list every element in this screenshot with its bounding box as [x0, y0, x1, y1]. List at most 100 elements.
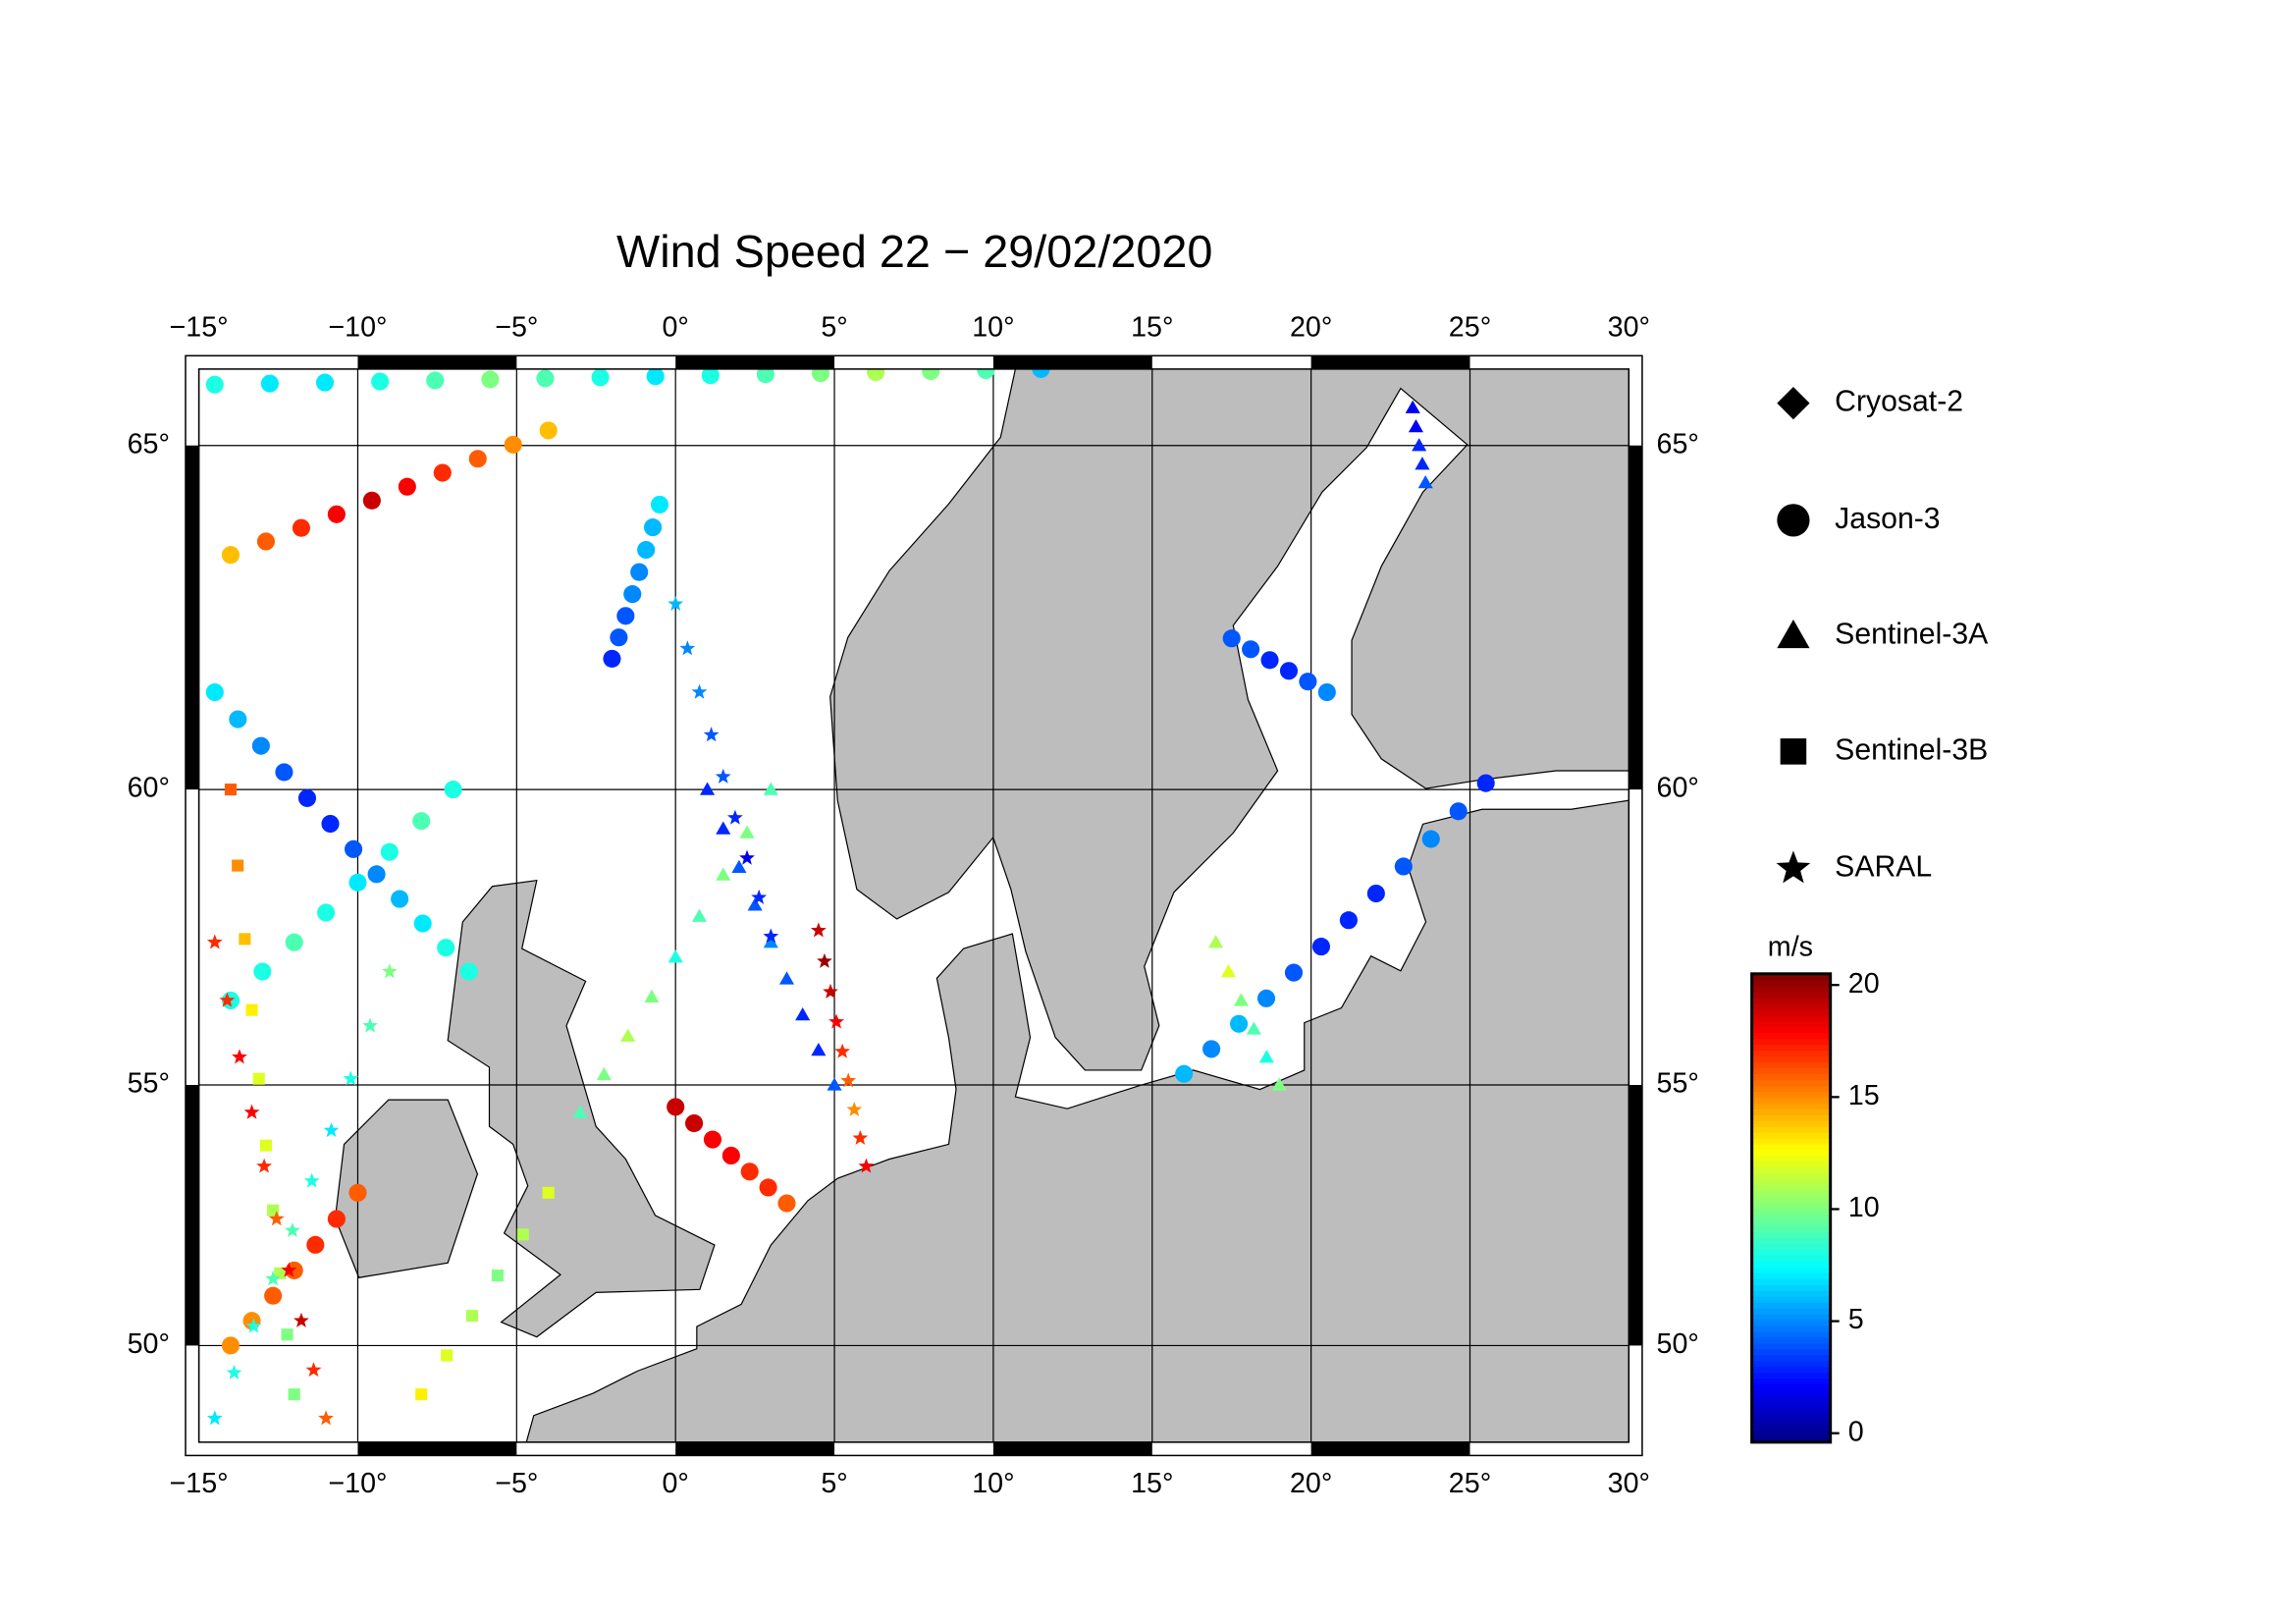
star-marker: [679, 640, 696, 656]
colorbar-slice: [1751, 1225, 1831, 1233]
jason-marker: [221, 1336, 240, 1355]
jason-marker: [777, 1194, 796, 1213]
square-marker: [245, 1003, 258, 1016]
triangle-marker: [1412, 438, 1427, 452]
star-marker: [810, 922, 827, 938]
square-marker: [239, 933, 251, 946]
frame-bar: [675, 355, 835, 369]
jason-marker: [1242, 640, 1260, 659]
colorbar-slice: [1751, 1401, 1831, 1408]
star-marker: [305, 1362, 322, 1378]
jason-marker: [536, 369, 555, 388]
lon-tick-label: 10°: [972, 312, 1014, 344]
jason-marker: [922, 368, 940, 381]
colorbar-slice: [1751, 1097, 1831, 1104]
legend-symbol: [1777, 620, 1810, 649]
jason-marker: [1284, 963, 1304, 982]
star-marker: [294, 1312, 309, 1327]
triangle-marker: [716, 867, 731, 881]
colorbar-slice: [1751, 1255, 1831, 1262]
colorbar-slice: [1751, 1336, 1831, 1344]
colorbar-slice: [1751, 1038, 1831, 1046]
lat-tick-label: 65°: [128, 428, 170, 460]
star-marker: [265, 1271, 282, 1286]
triangle-marker: [1233, 993, 1249, 1006]
jason-marker: [380, 842, 399, 861]
jason-marker: [667, 1098, 685, 1116]
lon-tick-label: −15°: [170, 312, 229, 344]
jason-marker: [591, 368, 610, 387]
jason-marker: [1230, 1014, 1249, 1033]
jason-marker: [468, 450, 487, 468]
colorbar-slice: [1751, 1155, 1831, 1163]
frame-bar: [1629, 445, 1642, 790]
colorbar-slice: [1751, 1249, 1831, 1256]
frame-bar: [675, 1441, 835, 1456]
lon-tick-label: 10°: [972, 1468, 1014, 1499]
colorbar-slice: [1751, 1354, 1831, 1362]
colorbar-slice: [1751, 1407, 1831, 1414]
frame-bar: [1310, 1441, 1470, 1456]
jason-marker: [1279, 662, 1299, 680]
star-marker: [763, 928, 779, 944]
colorbar-title: m/s: [1768, 932, 1813, 963]
colorbar-slice: [1751, 1067, 1831, 1075]
colorbar-slice: [1751, 1214, 1831, 1221]
frame-bar: [186, 445, 199, 790]
jason-marker: [701, 368, 720, 385]
legend-label: Jason-3: [1835, 503, 1940, 535]
jason-marker: [756, 368, 774, 384]
colorbar-slice: [1751, 1342, 1831, 1350]
colorbar-slice: [1751, 1219, 1831, 1227]
colorbar-tick-label: 0: [1848, 1416, 1864, 1447]
jason-marker: [371, 372, 390, 391]
star-marker: [268, 1211, 285, 1226]
star-marker: [715, 768, 731, 784]
colorbar-slice: [1751, 1295, 1831, 1303]
colorbar-slice: [1751, 1085, 1831, 1092]
colorbar-slice: [1751, 1208, 1831, 1216]
colorbar-tick-label: 15: [1848, 1080, 1880, 1111]
colorbar-slice: [1751, 1366, 1831, 1374]
colorbar-slice: [1751, 1418, 1831, 1426]
colorbar-slice: [1751, 1395, 1831, 1402]
square-marker: [288, 1388, 300, 1401]
jason-marker: [740, 1163, 759, 1181]
jason-marker: [437, 939, 455, 957]
colorbar-slice: [1751, 1243, 1831, 1250]
jason-marker: [221, 546, 240, 565]
lon-tick-label: 30°: [1608, 312, 1650, 344]
jason-marker: [1299, 673, 1317, 691]
lon-tick-label: 25°: [1449, 1468, 1491, 1499]
star-marker: [823, 983, 838, 999]
map-frame: [185, 354, 1643, 1457]
square-marker: [281, 1328, 294, 1341]
frame-bar: [186, 1084, 199, 1346]
jason-marker: [264, 1286, 283, 1305]
triangle-marker: [811, 1043, 827, 1056]
triangle-marker: [572, 1105, 588, 1118]
jason-marker: [644, 518, 663, 537]
colorbar-slice: [1751, 1119, 1831, 1127]
star-marker: [343, 1070, 359, 1086]
legend-label: Sentinel-3B: [1835, 733, 1988, 766]
colorbar-slice: [1751, 1360, 1831, 1368]
colorbar-slice: [1751, 1231, 1831, 1239]
star-marker: [739, 849, 755, 865]
star-marker: [256, 1158, 273, 1173]
star-marker: [362, 1017, 378, 1033]
jason-marker: [1032, 368, 1050, 378]
jason-marker: [603, 649, 621, 668]
colorbar-slice: [1751, 1102, 1831, 1109]
lon-tick-label: −10°: [328, 312, 387, 344]
colorbar-slice: [1751, 1125, 1831, 1133]
jason-marker: [646, 368, 665, 386]
lat-tick-label: 50°: [128, 1328, 170, 1360]
colorbar-slice: [1751, 1413, 1831, 1420]
jason-marker: [539, 421, 558, 440]
colorbar-slice: [1751, 1020, 1831, 1028]
colorbar-slice: [1751, 1260, 1831, 1268]
triangle-marker: [739, 825, 755, 839]
map-area: [198, 368, 1629, 1442]
jason-marker: [327, 1210, 346, 1228]
